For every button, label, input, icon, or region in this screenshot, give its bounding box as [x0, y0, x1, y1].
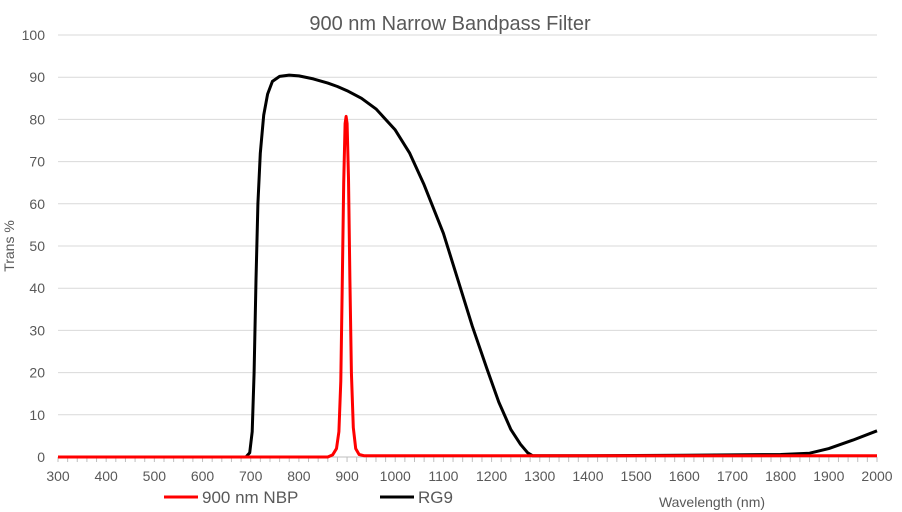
y-tick-label: 0	[37, 449, 45, 465]
y-tick-label: 80	[29, 111, 45, 127]
x-tick-label: 500	[143, 468, 167, 484]
gridlines	[57, 34, 878, 462]
y-tick-label: 50	[29, 238, 45, 254]
x-tick-label: 1400	[572, 468, 603, 484]
x-tick-label: 800	[287, 468, 311, 484]
y-tick-label: 70	[29, 154, 45, 170]
y-tick-label: 30	[29, 322, 45, 338]
legend-label-rg9: RG9	[418, 488, 453, 507]
x-tick-label: 400	[94, 468, 118, 484]
y-tick-labels: 0 10 20 30 40 50 60 70 80 90 100	[22, 27, 46, 465]
legend-label-nbp: 900 nm NBP	[202, 488, 298, 507]
chart-title: 900 nm Narrow Bandpass Filter	[309, 13, 591, 35]
x-tick-label: 900	[335, 468, 359, 484]
x-tick-label: 700	[239, 468, 263, 484]
y-tick-label: 90	[29, 69, 45, 85]
series-line-nbp	[58, 114, 877, 459]
x-tick-label: 1700	[717, 468, 748, 484]
x-tick-label: 1000	[380, 468, 411, 484]
y-tick-label: 40	[29, 280, 45, 296]
x-tick-label: 1900	[813, 468, 844, 484]
x-tick-label: 1600	[669, 468, 700, 484]
y-tick-label: 20	[29, 365, 45, 381]
x-tick-label: 1500	[621, 468, 652, 484]
y-tick-label: 10	[29, 407, 45, 423]
x-tick-label: 1800	[765, 468, 796, 484]
x-tick-label: 1300	[524, 468, 555, 484]
legend: 900 nm NBP RG9	[164, 488, 453, 507]
x-tick-label: 1100	[428, 468, 458, 484]
x-tick-label: 2000	[861, 468, 892, 484]
x-tick-label: 1200	[476, 468, 507, 484]
x-tick-label: 600	[191, 468, 215, 484]
y-tick-label: 60	[29, 196, 45, 212]
series-lines	[58, 73, 878, 459]
series-line-rg9	[58, 73, 878, 459]
x-tick-labels: 300 400 500 600 700 800 900 1000 1100 1200 1300 140…	[46, 468, 892, 484]
y-tick-label: 100	[22, 27, 46, 43]
x-tick-label: 300	[46, 468, 70, 484]
x-axis-label: Wavelength (nm)	[659, 494, 765, 510]
y-axis-label: Trans %	[1, 220, 17, 272]
